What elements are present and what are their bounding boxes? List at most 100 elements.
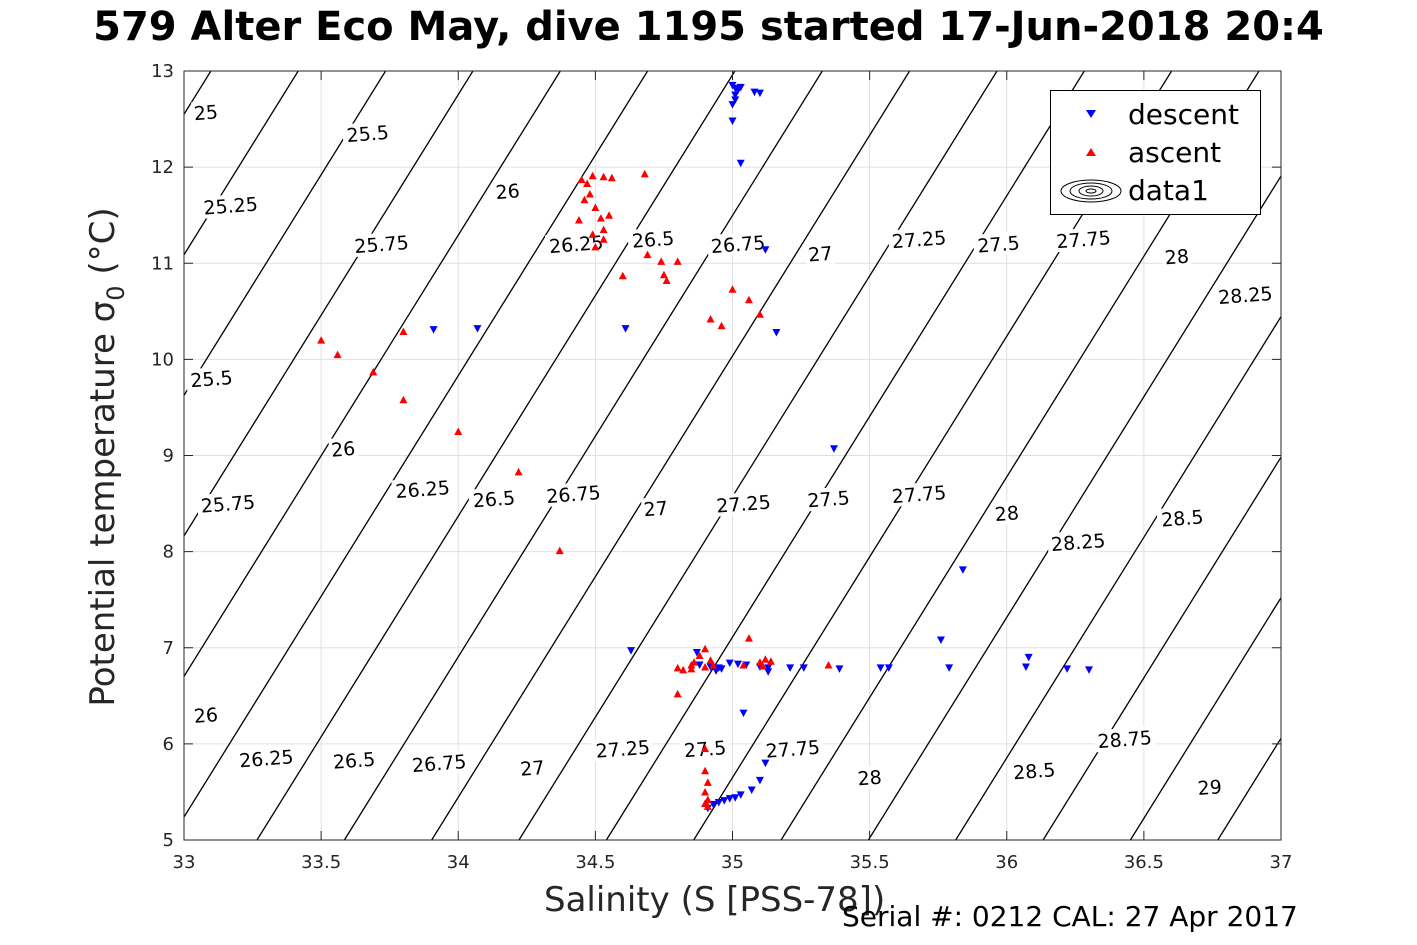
isopycnal-line	[184, 71, 561, 678]
isopycnal-line	[867, 174, 1281, 840]
ascent-point	[555, 546, 564, 555]
contour-label: 25.25	[199, 192, 262, 220]
contour-label: 28	[991, 501, 1022, 526]
x-tick-label: 33	[173, 852, 196, 873]
contour-label-text: 25.75	[354, 232, 410, 258]
descent-marker-icon	[1086, 110, 1096, 118]
contour-label-bg	[972, 231, 1025, 257]
isopycnal-line	[256, 71, 736, 840]
ascent-point	[369, 367, 378, 376]
descent-point	[731, 96, 740, 104]
contour-label-text: 27.5	[977, 232, 1021, 257]
contour-label-text: 25.25	[203, 194, 259, 220]
ascent-point	[640, 169, 649, 178]
descent-point	[761, 246, 770, 254]
ascent-point	[717, 321, 726, 330]
contour-label-text: 26.75	[411, 751, 467, 777]
ascent-point	[662, 276, 671, 285]
x-tick-label: 33.5	[301, 852, 341, 873]
x-tick-label: 37	[1270, 852, 1293, 873]
descent-point	[725, 795, 734, 803]
y-axis-label-main: Potential temperature σ	[83, 300, 123, 707]
contour-label-text: 28.25	[1217, 283, 1273, 309]
contour-label-text: 26	[330, 438, 356, 462]
ascent-point	[583, 179, 592, 187]
contour-label-text: 28.5	[1160, 506, 1204, 531]
contour-label: 28.5	[1008, 757, 1060, 784]
ascent-point	[706, 315, 715, 323]
contour-label-bg	[350, 230, 413, 258]
contour-label-bg	[468, 485, 520, 512]
contour-label-bg	[1214, 281, 1277, 309]
contour-label-text: 28	[1164, 246, 1190, 270]
descent-point	[736, 791, 745, 799]
descent-point	[712, 667, 721, 675]
ascent-point	[599, 172, 608, 181]
descent-point	[764, 664, 773, 672]
descent-point	[755, 89, 764, 98]
ascent-point	[580, 195, 589, 204]
descent-point	[733, 660, 742, 669]
contour-label-text: 26.25	[238, 746, 294, 772]
contour-label-bg	[887, 225, 951, 253]
descent-point	[728, 101, 737, 109]
contour-label: 27	[517, 755, 548, 781]
contour-label-bg	[1156, 505, 1209, 531]
descent-point	[627, 647, 636, 655]
contour-label: 27.25	[887, 225, 951, 253]
ascent-point	[695, 651, 704, 659]
contour-label-bg	[627, 226, 679, 253]
isopycnal-line	[431, 71, 911, 840]
ascent-point	[588, 171, 597, 180]
legend: descent ascent data1	[1050, 90, 1261, 215]
contour-label-bg	[328, 436, 358, 461]
descent-point	[731, 91, 740, 100]
y-axis-label: Potential temperature σ0 (°C)	[83, 207, 130, 707]
contour-label-bg	[517, 755, 548, 780]
axis-ticks	[183, 70, 1282, 841]
ascent-point	[399, 395, 408, 404]
contour-label: 26.5	[328, 747, 380, 774]
descent-point	[786, 664, 795, 672]
contour-label: 25.5	[341, 120, 394, 147]
density-contours	[184, 71, 1281, 840]
contour-label-text: 26	[495, 180, 521, 204]
ascent-point	[317, 336, 326, 344]
ascent-point	[585, 190, 594, 198]
descent-point	[884, 664, 893, 672]
descent-point	[728, 117, 737, 125]
ascent-point	[607, 173, 616, 182]
contour-label: 28	[854, 765, 885, 790]
legend-label-ascent: ascent	[1128, 136, 1222, 169]
ascent-point	[701, 744, 710, 753]
contour-label-text: 27.5	[807, 487, 851, 512]
contour-label-text: 27.25	[891, 227, 947, 253]
descent-point	[717, 665, 726, 673]
contour-label-text: 29	[1197, 776, 1223, 800]
isopycnal-line	[1129, 596, 1281, 840]
ascent-point	[755, 310, 764, 318]
y-tick-label: 9	[163, 446, 174, 467]
x-axis-label: Salinity (S [PSS-78])	[544, 880, 886, 920]
ascent-point	[588, 230, 597, 238]
contour-label: 26.75	[706, 230, 770, 258]
contour-label: 28.75	[1093, 725, 1156, 753]
x-tick-label: 34.5	[575, 852, 615, 873]
contour-label: 28.5	[1156, 505, 1209, 532]
contour-label-text: 26.25	[395, 477, 451, 503]
contour-label: 27.75	[1052, 225, 1115, 253]
x-tick-label: 34	[447, 852, 470, 873]
descent-point	[764, 668, 773, 676]
descent-point	[799, 664, 808, 672]
descent-point	[692, 649, 701, 657]
descent-point	[829, 445, 838, 453]
ascent-point	[673, 663, 682, 672]
contour-symbol-icon	[1060, 179, 1122, 203]
contour-label-text: 25.5	[346, 122, 390, 147]
contour-label-bg	[761, 735, 825, 763]
contour-label: 26.25	[235, 744, 298, 772]
contour-label: 27.75	[761, 735, 825, 763]
ascent-marker-icon	[1086, 148, 1096, 156]
ascent-point	[605, 211, 614, 219]
